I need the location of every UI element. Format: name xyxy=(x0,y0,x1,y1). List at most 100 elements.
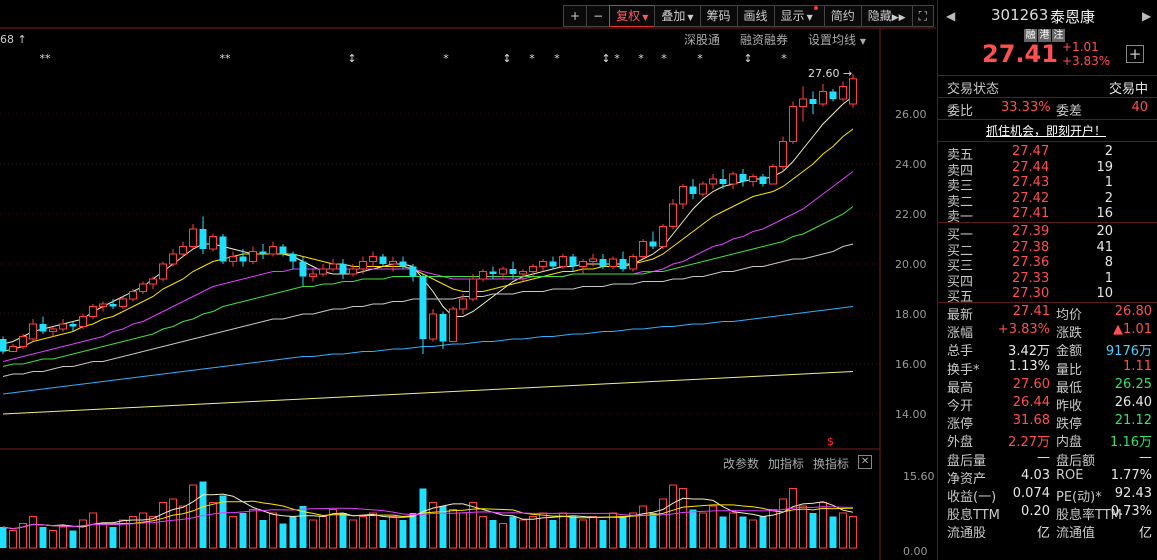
chart-subbar: 深股通 融资融券 设置均线 ▼ xyxy=(684,31,866,48)
ask-level-row[interactable]: 卖三 27.43 1 xyxy=(938,175,1157,194)
stock-badges: 融港注 xyxy=(1024,27,1066,42)
stat-label: 外盘 xyxy=(947,435,974,451)
volume-bar xyxy=(119,519,127,549)
event-marker: ↕ xyxy=(601,52,610,65)
level-label: 买三 xyxy=(947,259,974,274)
level-label: 买一 xyxy=(947,228,974,243)
volume-bar xyxy=(559,512,567,549)
event-marker: * xyxy=(781,52,787,65)
ma-line xyxy=(2,243,854,377)
fuquan-dropdown[interactable]: 复权 ▼ xyxy=(609,5,656,27)
zoom-in-button[interactable]: + xyxy=(563,5,588,27)
ask-level-row[interactable]: 卖一 27.41 16 xyxy=(938,206,1157,225)
bid-level-row[interactable]: 买三 27.36 8 xyxy=(938,255,1157,274)
volume-bar xyxy=(469,502,477,549)
ask-level-row[interactable]: 卖二 27.42 2 xyxy=(938,191,1157,210)
volume-bar xyxy=(679,488,687,549)
change-indicator-link[interactable]: 换指标 xyxy=(813,457,850,471)
volume-bar xyxy=(339,513,347,548)
candle-body xyxy=(719,179,727,184)
bid-level-row[interactable]: 买四 27.33 1 xyxy=(938,270,1157,290)
kline-chart-area[interactable]: ** ** ↕ * ↕ * * ↕ * * * * ↕ * 68 ↑ + − 复权 ▼ 叠加 ▼ 筹码 画线 … xyxy=(0,0,936,560)
level-label: 卖三 xyxy=(947,179,974,194)
bid-level-row[interactable]: 买二 27.38 41 xyxy=(938,240,1157,259)
price-change-pct: +3.83% xyxy=(1062,54,1111,68)
candle-body xyxy=(749,176,757,182)
volume-bar xyxy=(589,516,597,549)
candle-body xyxy=(569,256,577,267)
ask-level-row[interactable]: 卖五 27.47 2 xyxy=(938,144,1157,163)
stat-value: 26.44 xyxy=(1012,395,1050,410)
volume-bar xyxy=(169,498,177,549)
chip-button[interactable]: 筹码 xyxy=(699,5,738,27)
overlay-dropdown[interactable]: 叠加 ▼ xyxy=(654,5,701,27)
volume-bar xyxy=(209,502,217,549)
level-label: 买四 xyxy=(947,274,974,290)
volume-bar xyxy=(269,512,277,549)
candle-body xyxy=(229,256,237,262)
candle-body xyxy=(19,336,27,347)
level-volume: 1 xyxy=(1104,270,1113,286)
volume-ma-line xyxy=(2,493,854,530)
volume-bar xyxy=(759,516,767,548)
ma-settings-dropdown[interactable]: 设置均线 ▼ xyxy=(808,33,867,47)
display-dropdown[interactable]: 显示 ▼ xyxy=(773,5,825,27)
prev-stock-icon[interactable]: ◀ xyxy=(946,9,956,23)
candle-body xyxy=(599,259,607,267)
close-icon[interactable]: ✕ xyxy=(858,455,873,469)
kline-chart-svg[interactable]: ** ** ↕ * ↕ * * ↕ * * * * ↕ * xyxy=(0,0,936,560)
candle-body xyxy=(529,266,537,272)
hide-button[interactable]: 隐藏▶▶ xyxy=(860,5,913,27)
next-stock-icon[interactable]: ▶ xyxy=(1142,9,1152,23)
candle-body xyxy=(279,246,287,254)
candle-body xyxy=(759,176,767,184)
simple-button[interactable]: 简约 xyxy=(823,5,862,27)
event-marker: * xyxy=(638,52,644,65)
hk-connect-link[interactable]: 深股通 xyxy=(684,33,721,47)
status-row: 交易状态 交易中 xyxy=(938,78,1157,97)
candle-body xyxy=(459,298,467,310)
volume-bar xyxy=(59,526,67,549)
volume-bar xyxy=(729,512,737,549)
divider xyxy=(938,222,1157,223)
volume-bar xyxy=(549,520,557,548)
promo-link[interactable]: 抓住机会，即刻开户！ xyxy=(986,124,1107,138)
price-tick: 16.00 xyxy=(895,358,927,371)
volume-bar xyxy=(259,520,267,548)
candle-body xyxy=(339,264,347,274)
level-price: 27.36 xyxy=(1012,255,1050,270)
bid-level-row[interactable]: 买五 27.30 10 xyxy=(938,286,1157,305)
volume-bar xyxy=(659,498,667,549)
volume-bar xyxy=(599,520,607,548)
stat-value: ▲1.01 xyxy=(1113,322,1152,338)
stat-value: 2.27万 xyxy=(1008,435,1050,451)
wc-label: 委差 xyxy=(1056,104,1083,119)
candle-body xyxy=(819,91,827,105)
volume-bar xyxy=(449,509,457,549)
stat-value: 3.42万 xyxy=(1008,344,1050,360)
margin-trading-link[interactable]: 融资融券 xyxy=(740,33,789,47)
add-watchlist-button[interactable]: + xyxy=(1126,45,1144,63)
ask-level-row[interactable]: 卖四 27.44 19 xyxy=(938,160,1157,179)
volume-bar xyxy=(709,505,717,549)
candle-body xyxy=(329,263,337,270)
candle-body xyxy=(209,236,217,250)
change-params-link[interactable]: 改参数 xyxy=(723,457,760,471)
fullscreen-button[interactable]: ⛶ xyxy=(911,5,934,27)
wb-label: 委比 xyxy=(947,104,974,119)
candle-body xyxy=(559,256,567,267)
draw-line-button[interactable]: 画线 xyxy=(736,5,775,27)
zoom-out-button[interactable]: − xyxy=(586,5,611,27)
add-indicator-link[interactable]: 加指标 xyxy=(768,457,805,471)
candle-body xyxy=(429,313,437,340)
level-price: 27.39 xyxy=(1012,224,1050,239)
candle-body xyxy=(159,263,167,280)
candle-body xyxy=(639,241,647,257)
volume-bar xyxy=(9,530,17,549)
volume-bar xyxy=(629,512,637,549)
divider xyxy=(938,97,1157,98)
event-marker: ** xyxy=(220,52,232,65)
volume-bar xyxy=(479,516,487,549)
bid-level-row[interactable]: 买一 27.39 20 xyxy=(938,224,1157,243)
arrow-up-icon: ↑ xyxy=(17,33,27,46)
